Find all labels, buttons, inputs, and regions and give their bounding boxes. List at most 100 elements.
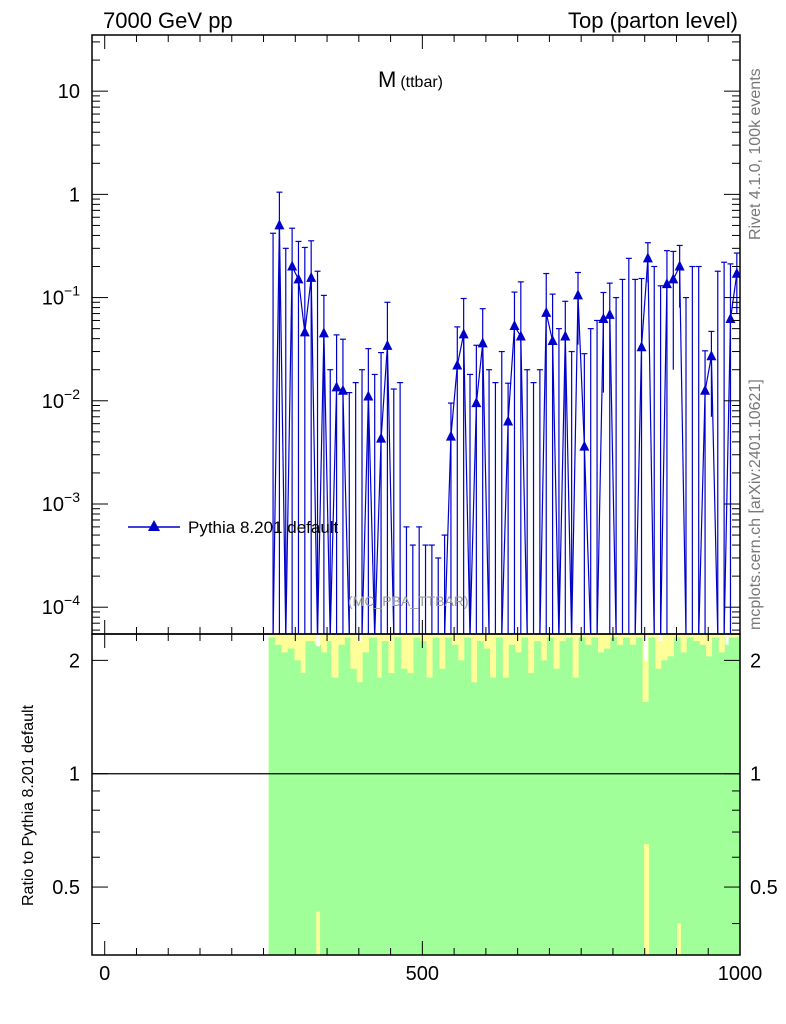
data-point [706,350,717,361]
ratio-band-bin [616,644,624,955]
ratio-band-bin [274,644,282,955]
y-tick-exponent: −4 [64,592,80,608]
ratio-y-tick-label-right: 1 [750,764,761,786]
ratio-band-gap [316,634,321,647]
ratio-band-bin [610,637,618,955]
ratio-ylabel: Ratio to Pythia 8.201 default [20,704,37,906]
ratio-band-bin [356,682,364,955]
data-point [274,219,285,230]
ratio-band-bin [654,668,662,955]
data-point [477,337,488,348]
y-tick-exponent: −2 [64,386,80,402]
ratio-band-bin [338,644,346,955]
data-point [452,359,463,370]
mcplots-label: mcplots.cern.ch [arXiv:2401.10621] [747,379,764,630]
ratio-band-bin [287,648,295,955]
data-point [471,397,482,408]
legend-label: Pythia 8.201 default [188,518,339,537]
data-point [674,260,685,271]
y-tick-label: 10−2 [42,386,80,413]
ratio-band-bin [534,641,541,955]
ratio-band-gap [658,634,663,642]
ratio-band-bin [648,637,656,955]
header-energy-label: 7000 GeV pp [103,8,233,33]
data-point [725,313,736,324]
y-tick-mantissa: 10 [58,81,80,103]
data-point [731,267,740,278]
ratio-band-bin [705,656,713,955]
ratio-band-bin [400,668,408,955]
legend: Pythia 8.201 default [128,518,339,537]
ratio-band-bin [686,637,694,955]
ratio-band-bin [394,637,402,955]
y-tick-label: 10 [58,81,80,103]
y-tick-mantissa: 10 [42,391,64,413]
ratio-band-bin [388,673,395,955]
ratio-band-bin [521,637,529,955]
data-point [382,339,393,350]
ratio-band-bin [362,652,370,955]
ratio-band-bin [540,660,548,955]
ratio-band-bin [281,652,289,955]
ratio-band-bin [692,641,700,955]
x-tick-label: 500 [406,963,439,985]
ratio-band-bin [438,668,446,955]
header-process-label: Top (parton level) [568,8,738,33]
ratio-band-bin [724,637,732,955]
ratio-band-bin [502,677,510,955]
ratio-band-gap [725,634,729,645]
data-point [306,271,317,282]
ratio-band-bin [635,637,643,955]
ratio-band-bin [667,656,675,955]
series-line [272,225,738,634]
ratio-band-bin [381,641,389,955]
ratio-band-bin [314,644,322,955]
ratio-band-bin [604,648,611,955]
y-tick-label: 10−3 [42,489,80,516]
y-tick-mantissa: 10 [42,288,64,310]
data-point [573,289,583,300]
ratio-band-low [644,844,650,955]
data-point [363,390,374,401]
ratio-band-bin [553,668,560,955]
ratio-band-bin [546,637,554,955]
data-point [560,330,571,341]
ratio-band-bin [445,637,452,955]
data-point [668,273,679,284]
y-tick-mantissa: 10 [42,494,64,516]
ratio-band-bin [407,673,414,955]
data-point [700,384,711,395]
data-point [541,306,552,317]
ratio-band-bin [483,648,491,955]
data-point [293,273,304,284]
ratio-band-bin [300,673,306,955]
ratio-band-bin [515,652,522,955]
ratio-band-bin [699,644,707,955]
ratio-band-bin [731,637,740,955]
ratio-uncertainty-bands [92,634,740,955]
ratio-y-tick-label-right: 2 [750,650,761,672]
ratio-band-bin [629,644,637,955]
ratio-band-bin [661,660,668,955]
ratio-band-bin [527,673,535,955]
ratio-y-tick-label-left: 2 [69,650,80,672]
rivet-version-label: Rivet 4.1.0, 100k events [747,68,764,240]
ratio-band-bin [368,637,378,955]
ratio-band-bin [344,637,351,955]
ratio-band-bin [305,641,315,955]
data-point [445,430,456,441]
ratio-band-bin [591,637,599,955]
ratio-band-bin [476,641,484,955]
x-tick-label: 0 [99,963,110,985]
ratio-band-bin [673,637,681,955]
data-point [331,381,342,392]
ratio-band-bin [413,637,421,955]
ratio-band-bin [376,677,383,955]
ratio-band-bin [419,641,427,955]
data-point [547,334,558,345]
data-point [318,327,329,338]
data-point [376,432,387,443]
y-tick-mantissa: 10 [42,597,64,619]
